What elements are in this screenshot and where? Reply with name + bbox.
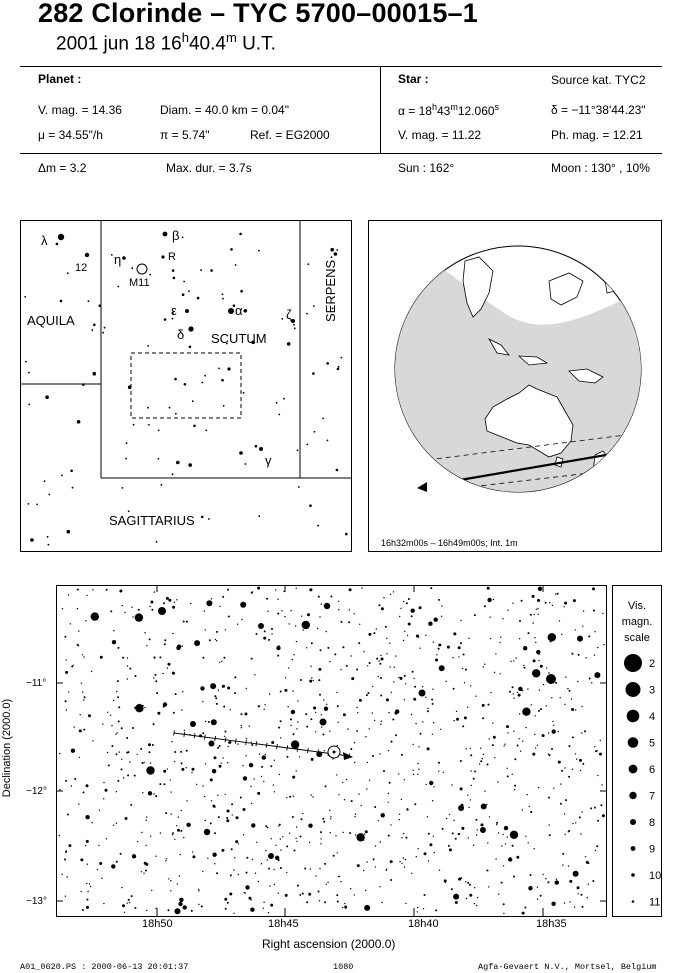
footer-file: A01_0620.PS : 2000-06-13 20:01:37 [20,962,189,972]
ytick-12: −12° [26,786,47,797]
label-r: R [168,251,176,263]
asia-coast-icon [462,256,494,318]
label-zeta: ζ [286,307,292,322]
magscale-dots: 2 3 4 5 6 7 8 9 10 11 [624,654,661,909]
finder-map: AQUILA SCUTUM SAGITTARIUS SERPENS λ 12 η… [20,220,352,552]
label-12: 12 [75,262,87,274]
china-coast-icon [548,272,584,306]
max-duration: Max. dur. = 3.7s [166,161,252,175]
label-epsilon: ε [171,303,177,318]
magscale-dot-6 [628,764,638,774]
x-axis-label: Right ascension (2000.0) [262,937,396,951]
header-mid-rule [20,153,662,154]
label-beta: β [172,228,179,243]
magscale-dot-4 [626,709,640,723]
label-lambda: λ [41,233,48,248]
magscale-dot-5 [627,737,639,748]
star-vmag: V. mag. = 11.22 [398,128,482,142]
xtick-18h45: 18h45 [268,918,299,930]
label-eta: η [114,252,121,267]
magscale-dot-7 [629,791,637,800]
planet-motion: μ = 34.55"/h [38,128,103,142]
magscale-label-9: 9 [649,844,655,856]
asteroid-track [173,730,353,760]
xtick-18h50: 18h50 [142,918,173,930]
delta-magnitude: Δm = 3.2 [38,161,87,175]
sun-elongation: Sun : 162° [398,161,455,175]
magscale-dot-10 [631,873,635,877]
finder-map-svg: AQUILA SCUTUM SAGITTARIUS SERPENS λ 12 η… [21,221,351,546]
label-gamma: γ [265,453,272,468]
footer-printer: Agfa-Gevaert N.V., Mortsel, Belgium [478,962,657,972]
magscale-label-10: 10 [649,870,661,882]
xtick-18h35: 18h35 [536,918,567,930]
japan-icon [604,276,616,294]
planet-vmag: V. mag. = 14.36 [38,103,122,117]
magscale-title-3: scale [624,632,650,644]
path-direction-arrow [417,482,427,492]
magscale-label-6: 6 [649,764,655,776]
planet-header: Planet : [38,72,82,86]
star-chart [56,585,607,917]
track-arrow-icon [343,752,353,760]
new-guinea-icon [568,368,604,384]
magscale-label-5: 5 [649,738,655,750]
star-phmag: Ph. mag. = 12.21 [551,128,643,142]
star-right-ascension: α = 18h43m12.060s [398,102,500,118]
magscale-label-3: 3 [649,685,655,697]
magnitude-scale: Vis. magn. scale 2 3 4 5 6 7 8 9 10 11 [612,585,662,917]
label-sagittarius: SAGITTARIUS [109,513,195,528]
night-side-shading [395,251,641,492]
magscale-dot-11 [631,900,635,903]
globe-panel: 16h32m00s – 16h49m00s; Int. 1m [368,220,662,552]
header-divider [380,66,381,154]
chart-stars [58,586,605,915]
magscale-title-2: magn. [621,616,653,628]
star-declination: δ = −11°38'44.23" [551,103,646,117]
label-delta: δ [177,327,184,342]
sumatra-icon [487,338,510,356]
magscale-dot-2 [624,654,642,672]
planet-parallax: π = 5.74" [160,128,210,142]
xtick-18h40: 18h40 [408,918,439,930]
globe-svg: 16h32m00s – 16h49m00s; Int. 1m [381,245,642,548]
magscale-label-7: 7 [649,791,655,803]
indonesia-icon [517,355,549,366]
header-top-rule [20,66,662,67]
label-serpens: SERPENS [323,260,338,322]
label-aquila: AQUILA [27,313,75,328]
moon-elongation: Moon : 130° , 10% [551,161,650,175]
magscale-label-8: 8 [649,817,655,829]
magscale-dot-9 [630,846,636,851]
label-m11: M11 [129,277,150,289]
y-axis-label: Declination (2000.0) [1,698,13,798]
chart-ticks [57,586,606,916]
magscale-dot-3 [625,682,641,697]
planet-reference: Ref. = EG2000 [250,128,330,142]
star-header: Star : [398,72,429,86]
magscale-title-1: Vis. [627,600,647,612]
globe-time-caption: 16h32m00s – 16h49m00s; Int. 1m [381,538,518,548]
ytick-13: −13° [26,896,47,907]
label-alpha: α [235,303,243,318]
footer-number: 1080 [333,962,354,972]
magscale-dot-8 [630,819,636,825]
star-source-catalog: Source kat. TYC2 [551,73,646,87]
event-datetime: 2001 jun 18 16h40.4m U.T. [56,30,276,55]
magscale-label-4: 4 [649,711,655,723]
label-scutum: SCUTUM [211,331,267,346]
ytick-11: −11° [26,678,47,689]
event-title: 282 Clorinde – TYC 5700–00015–1 [38,0,478,28]
planet-diameter: Diam. = 40.0 km = 0.04" [160,103,289,117]
finder-stars [24,231,348,546]
magscale-label-2: 2 [649,658,655,670]
australia-icon [484,384,574,458]
m11-cluster-icon [136,263,148,275]
magscale-label-11: 11 [649,897,660,909]
star-chart-svg [57,586,606,916]
